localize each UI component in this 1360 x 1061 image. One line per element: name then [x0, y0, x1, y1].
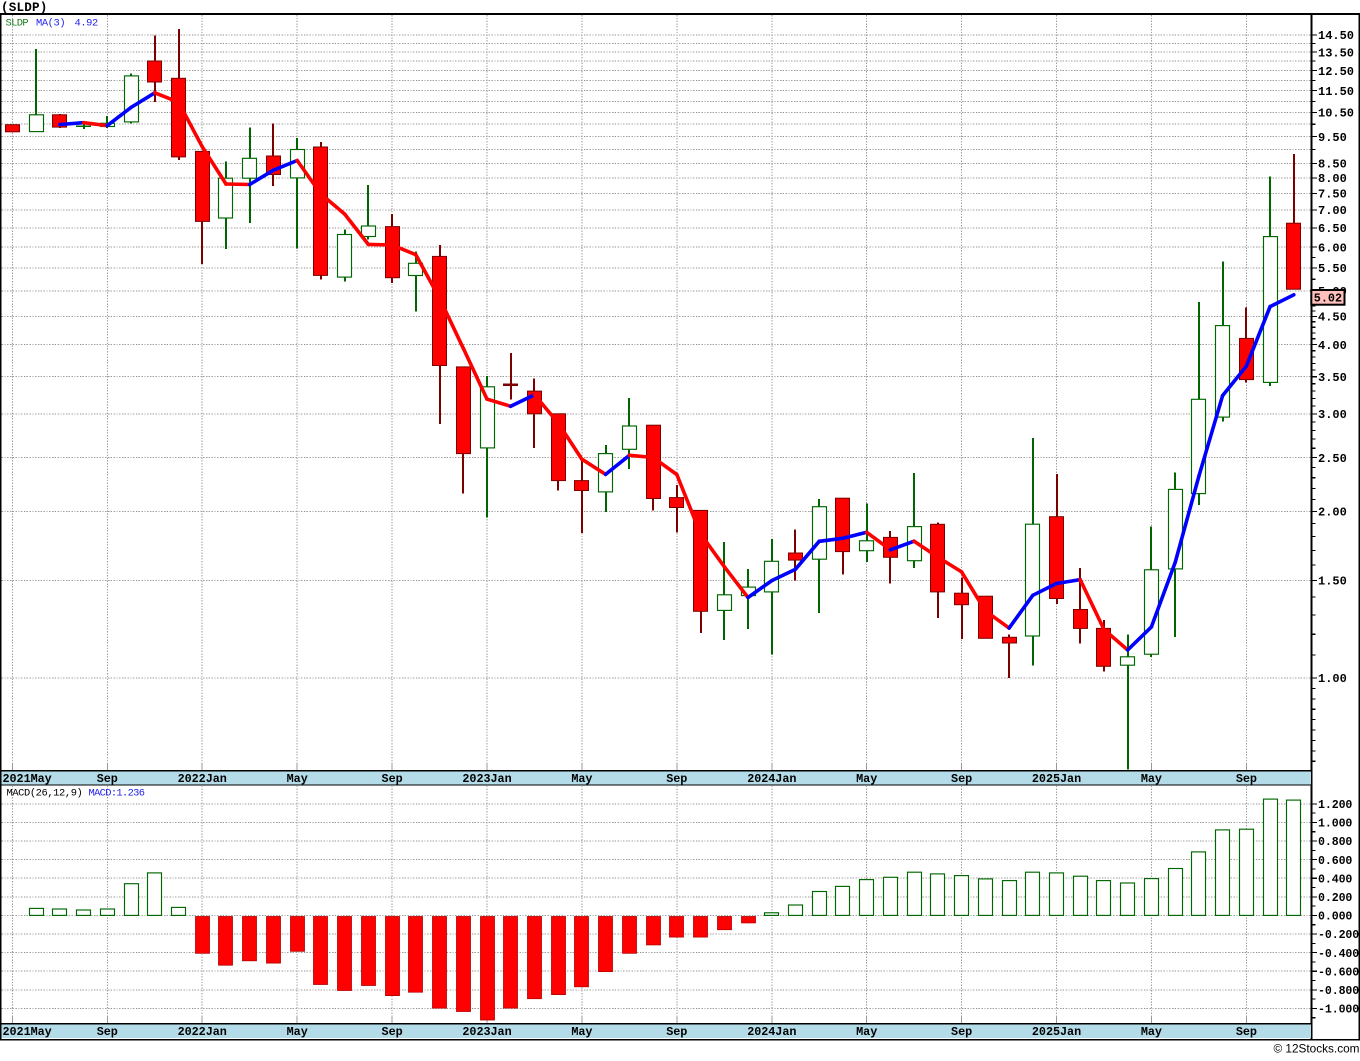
svg-text:5.02: 5.02	[1314, 292, 1342, 306]
svg-text:4.92: 4.92	[75, 18, 99, 30]
svg-text:1.200: 1.200	[1318, 799, 1352, 812]
svg-text:Sep: Sep	[951, 1025, 972, 1039]
svg-text:May: May	[1141, 772, 1162, 786]
svg-text:(SLDP): (SLDP)	[1, 1, 48, 15]
svg-text:2023Jan: 2023Jan	[462, 1025, 511, 1039]
svg-text:May: May	[287, 772, 308, 786]
svg-text:Sep: Sep	[97, 1025, 118, 1039]
svg-text:0.000: 0.000	[1318, 911, 1352, 924]
svg-text:4.00: 4.00	[1318, 339, 1347, 353]
svg-text:2021May: 2021May	[3, 772, 52, 786]
svg-text:MA(3): MA(3)	[36, 18, 65, 30]
svg-text:2022Jan: 2022Jan	[178, 1025, 227, 1039]
svg-text:1.00: 1.00	[1318, 672, 1347, 686]
svg-text:5.50: 5.50	[1318, 262, 1347, 276]
svg-text:-1.000: -1.000	[1318, 1004, 1359, 1017]
svg-text:3.00: 3.00	[1318, 408, 1347, 422]
svg-text:4.50: 4.50	[1318, 311, 1347, 325]
svg-text:12.50: 12.50	[1318, 65, 1354, 79]
svg-text:2024Jan: 2024Jan	[747, 1025, 796, 1039]
svg-text:Sep: Sep	[382, 1025, 403, 1039]
svg-text:2023Jan: 2023Jan	[462, 772, 511, 786]
svg-text:SLDP: SLDP	[6, 18, 29, 30]
svg-text:2022Jan: 2022Jan	[178, 772, 227, 786]
svg-text:May: May	[1141, 1025, 1162, 1039]
svg-text:-0.600: -0.600	[1318, 966, 1359, 979]
svg-text:Sep: Sep	[1236, 772, 1257, 786]
svg-text:Sep: Sep	[97, 772, 118, 786]
svg-text:-0.200: -0.200	[1318, 929, 1359, 942]
svg-text:14.50: 14.50	[1318, 29, 1354, 43]
svg-text:7.50: 7.50	[1318, 188, 1347, 202]
svg-text:6.00: 6.00	[1318, 241, 1347, 255]
svg-text:May: May	[571, 1025, 592, 1039]
svg-text:6.50: 6.50	[1318, 222, 1347, 236]
svg-text:8.50: 8.50	[1318, 158, 1347, 172]
svg-text:Sep: Sep	[951, 772, 972, 786]
svg-text:2025Jan: 2025Jan	[1032, 772, 1081, 786]
svg-text:MACD:1.236: MACD:1.236	[89, 788, 145, 800]
svg-text:May: May	[856, 1025, 877, 1039]
svg-text:13.50: 13.50	[1318, 46, 1354, 60]
svg-text:Sep: Sep	[382, 772, 403, 786]
svg-text:10.50: 10.50	[1318, 107, 1354, 121]
svg-text:May: May	[287, 1025, 308, 1039]
svg-text:2.50: 2.50	[1318, 452, 1347, 466]
svg-text:0.800: 0.800	[1318, 836, 1352, 849]
svg-text:2021May: 2021May	[3, 1025, 52, 1039]
svg-text:0.200: 0.200	[1318, 892, 1352, 905]
svg-text:Sep: Sep	[666, 772, 687, 786]
svg-text:9.50: 9.50	[1318, 131, 1347, 145]
svg-text:1.000: 1.000	[1318, 818, 1352, 831]
svg-text:3.50: 3.50	[1318, 371, 1347, 385]
svg-text:8.00: 8.00	[1318, 172, 1347, 186]
svg-text:2.00: 2.00	[1318, 506, 1347, 520]
svg-text:-0.400: -0.400	[1318, 948, 1359, 961]
svg-text:1.50: 1.50	[1318, 575, 1347, 589]
svg-text:7.00: 7.00	[1318, 204, 1347, 218]
svg-text:2024Jan: 2024Jan	[747, 772, 796, 786]
svg-text:0.400: 0.400	[1318, 873, 1352, 886]
svg-text:Sep: Sep	[1236, 1025, 1257, 1039]
svg-text:0.600: 0.600	[1318, 855, 1352, 868]
svg-text:-0.800: -0.800	[1318, 985, 1359, 998]
svg-text:May: May	[856, 772, 877, 786]
svg-text:MACD(26,12,9): MACD(26,12,9)	[7, 788, 83, 800]
svg-text:May: May	[571, 772, 592, 786]
svg-text:2025Jan: 2025Jan	[1032, 1025, 1081, 1039]
svg-text:Sep: Sep	[666, 1025, 687, 1039]
svg-text:11.50: 11.50	[1318, 85, 1354, 99]
svg-text:© 12Stocks.com: © 12Stocks.com	[1273, 1041, 1359, 1055]
